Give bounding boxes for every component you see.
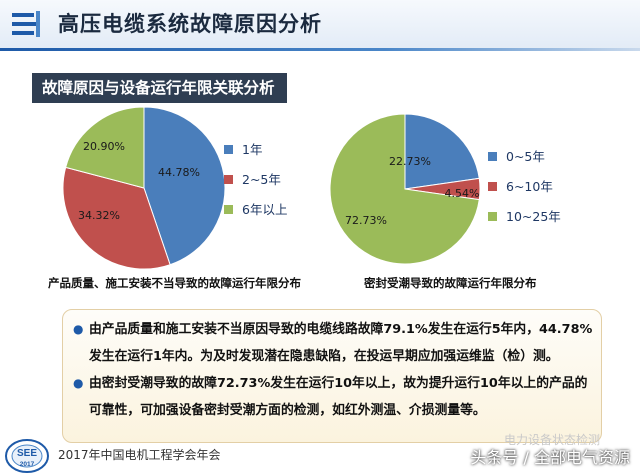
conference-name: 2017年中国电机工程学会年会 (58, 448, 221, 462)
legend-label: 6~10年 (506, 179, 553, 194)
legend-swatch (488, 152, 497, 161)
chart-caption-quality: 产品质量、施工安装不当导致的故障运行年限分布 (48, 276, 301, 290)
legend-swatch (224, 145, 233, 154)
slice-value-label: 22.73% (389, 155, 431, 168)
note-item: ● 由密封受潮导致的故障72.73%发生在运行10年以上，故为提升运行10年以上… (73, 370, 593, 424)
header-rule (0, 48, 640, 51)
note-text: 由密封受潮导致的故障72.73%发生在运行10年以上，故为提升运行10年以上的产… (89, 376, 588, 418)
logo-year: 2017 (20, 461, 35, 468)
chart-caption-moisture: 密封受潮导致的故障运行年限分布 (364, 276, 537, 290)
slice-value-label: 44.78% (158, 166, 200, 179)
bullet-icon: ● (73, 322, 84, 336)
watermark-top: 电力设备状态检测 (503, 433, 600, 447)
slice-value-label: 72.73% (345, 214, 387, 227)
section-label: 故障原因与设备运行年限关联分析 (32, 73, 287, 103)
note-text: 由产品质量和施工安装不当原因导致的电缆线路故障79.1%发生在运行5年内，44.… (89, 322, 593, 364)
legend-swatch (224, 205, 233, 214)
pie-slice (404, 113, 480, 190)
header-bar (0, 0, 640, 50)
pie-slice (65, 106, 145, 189)
note-item: ● 由产品质量和施工安装不当原因导致的电缆线路故障79.1%发生在运行5年内，4… (73, 316, 593, 370)
slice-value-label: 4.54% (445, 187, 480, 200)
pie-slice (143, 106, 226, 266)
notes-box: ● 由产品质量和施工安装不当原因导致的电缆线路故障79.1%发生在运行5年内，4… (62, 309, 602, 443)
legend-label: 1年 (242, 142, 262, 157)
conference-logo-icon: SEE 2017 (5, 439, 49, 473)
legend-label: 6年以上 (242, 202, 287, 217)
legend-swatch (488, 212, 497, 221)
brand-logo-icon (12, 11, 40, 37)
page-title: 高压电缆系统故障原因分析 (58, 12, 322, 36)
slice-value-label: 20.90% (83, 140, 125, 153)
watermark: 头条号 / 全部电气资源 (470, 448, 630, 467)
logo-text: SEE (17, 448, 37, 459)
legend-label: 2~5年 (242, 172, 281, 187)
pie-slice (62, 166, 171, 270)
pie-slice (329, 113, 480, 265)
slice-value-label: 34.32% (78, 209, 120, 222)
legend-swatch (488, 182, 497, 191)
bullet-icon: ● (73, 376, 84, 390)
pie-charts: 44.78% 34.32% 20.90% 1年 2~5年 6年以上 22.73% 4.54% 7… (62, 106, 561, 270)
legend-swatch (224, 175, 233, 184)
legend-label: 0~5年 (506, 149, 545, 164)
legend-label: 10~25年 (506, 209, 561, 224)
